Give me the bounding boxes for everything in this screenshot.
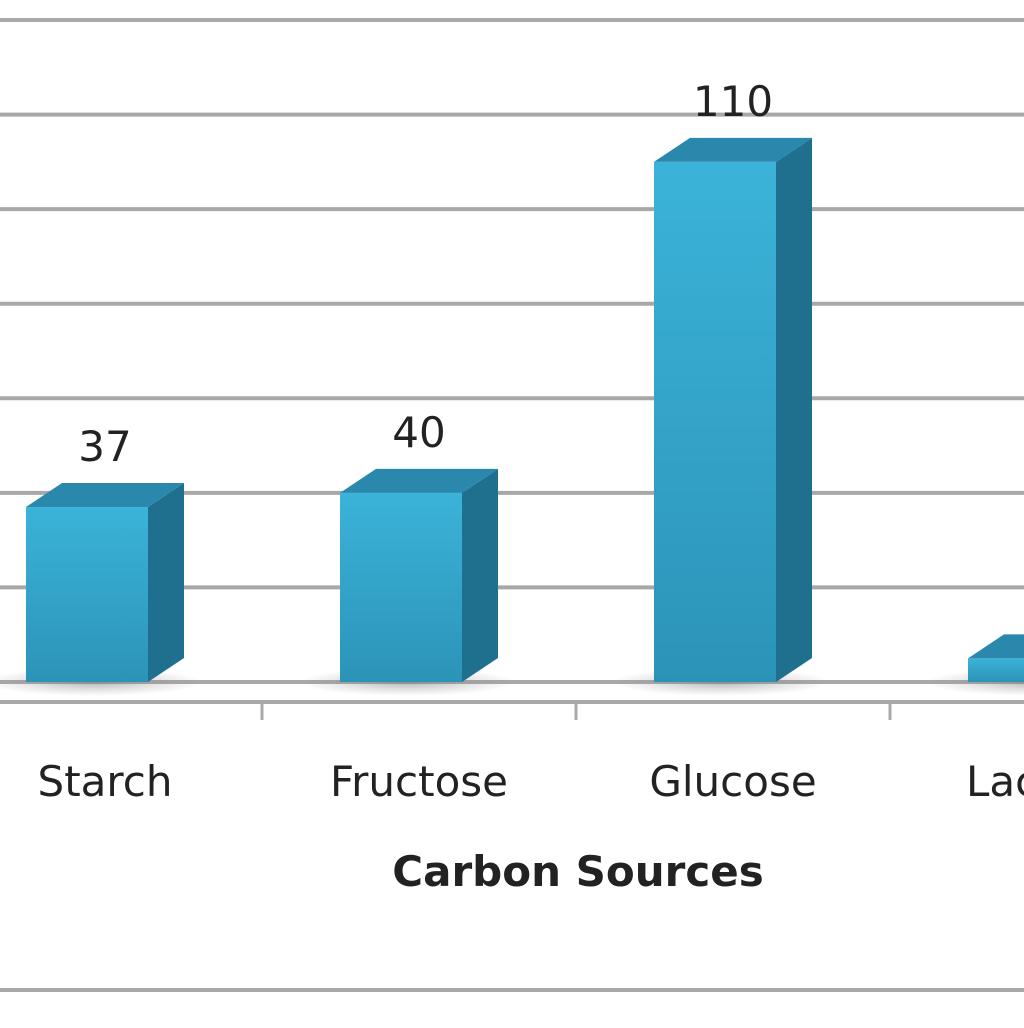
x-tick-label: Starch: [38, 757, 173, 806]
data-label: 40: [392, 408, 445, 457]
bar-top: [340, 468, 498, 493]
data-label: 110: [693, 77, 773, 126]
bar-side: [776, 137, 812, 682]
bar-front: [654, 161, 776, 682]
x-tick-label: Lactose: [966, 757, 1024, 806]
data-labels: 37401105: [78, 77, 773, 471]
bars: [0, 137, 1024, 696]
x-axis-title: Carbon Sources: [392, 847, 763, 896]
data-label: 37: [78, 422, 131, 471]
x-tick-label: Fructose: [330, 757, 508, 806]
bar-side: [148, 483, 184, 682]
bar: [611, 137, 831, 696]
bar-front: [26, 507, 148, 682]
bar-front: [340, 492, 462, 682]
bar: [925, 634, 1024, 696]
bar: [0, 483, 203, 696]
bar-top: [26, 483, 184, 508]
x-axis: Starch Fructose Glucose Lactose: [0, 700, 1024, 806]
bar-front: [968, 658, 1024, 682]
bar-top: [654, 137, 812, 162]
bar: [297, 468, 517, 696]
bar-side: [462, 468, 498, 682]
bar-top: [968, 634, 1024, 659]
x-tick-label: Glucose: [649, 757, 816, 806]
